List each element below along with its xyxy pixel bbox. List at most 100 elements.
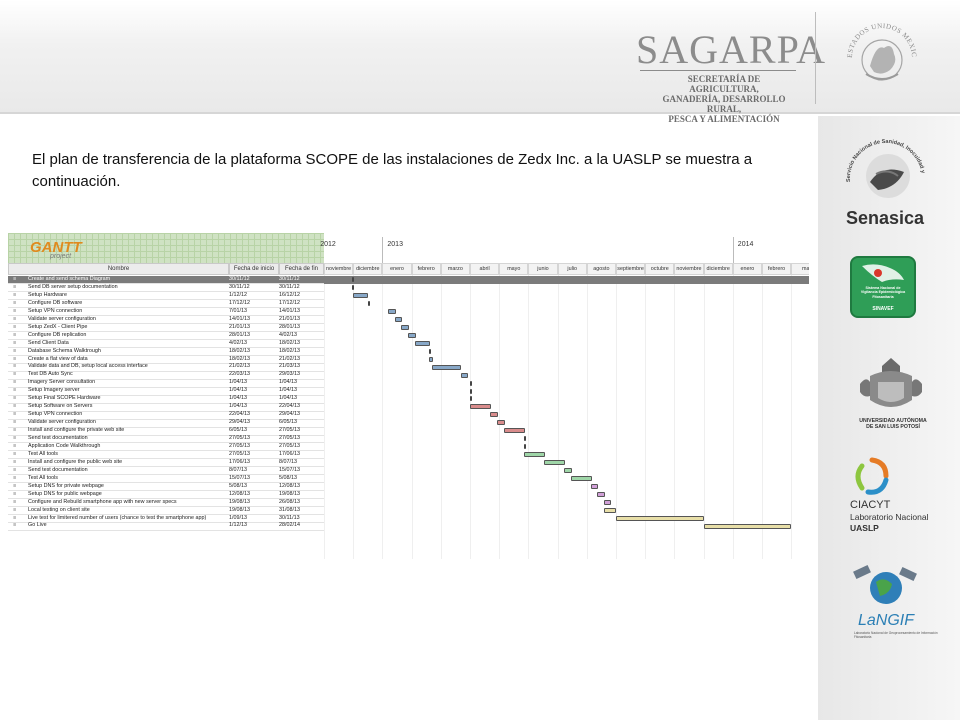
task-row[interactable]: ≡ Configure DB software 17/12/12 17/12/12 xyxy=(8,300,809,308)
task-bar[interactable] xyxy=(470,396,472,402)
task-row[interactable]: ≡ Local testing on client site 19/08/13 31/… xyxy=(8,507,809,515)
task-bar[interactable] xyxy=(394,316,403,322)
drag-handle-icon[interactable]: ≡ xyxy=(13,307,17,314)
task-row[interactable]: ≡ Setup DNS for private webpage 5/08/13 12/… xyxy=(8,483,809,491)
task-bar[interactable] xyxy=(590,483,599,489)
drag-handle-icon[interactable]: ≡ xyxy=(13,299,17,306)
task-bar[interactable] xyxy=(414,340,431,346)
drag-handle-icon[interactable]: ≡ xyxy=(13,427,17,434)
drag-handle-icon[interactable]: ≡ xyxy=(13,411,17,418)
drag-handle-icon[interactable]: ≡ xyxy=(13,331,17,338)
drag-handle-icon[interactable]: ≡ xyxy=(13,466,17,473)
task-row[interactable]: ≡ Imagery Server consultation 1/04/13 1/04/… xyxy=(8,379,809,387)
column-header-name[interactable]: Nombre xyxy=(8,263,229,275)
task-row[interactable]: ≡ Create a flat view of data 18/02/13 21/02… xyxy=(8,356,809,364)
drag-handle-icon[interactable]: ≡ xyxy=(13,371,17,378)
task-row[interactable]: ≡ Install and configure the public web si… xyxy=(8,459,809,467)
task-bar[interactable] xyxy=(497,420,505,426)
task-bar[interactable] xyxy=(603,507,617,513)
drag-handle-icon[interactable]: ≡ xyxy=(13,387,17,394)
drag-handle-icon[interactable]: ≡ xyxy=(13,498,17,505)
drag-handle-icon[interactable]: ≡ xyxy=(13,363,17,370)
task-bar[interactable] xyxy=(543,460,566,466)
drag-handle-icon[interactable]: ≡ xyxy=(13,442,17,449)
task-bar[interactable] xyxy=(490,412,499,418)
task-bar[interactable] xyxy=(616,515,704,521)
task-row[interactable]: ≡ Create and send schema Diagram 30/11/12 3… xyxy=(8,276,809,284)
drag-handle-icon[interactable]: ≡ xyxy=(13,522,17,529)
task-start-date: 1/04/13 xyxy=(229,395,247,402)
task-row[interactable]: ≡ Database Schema Walktrough 18/02/13 18/02… xyxy=(8,348,809,356)
column-header-start[interactable]: Fecha de inicio xyxy=(229,263,279,275)
task-row[interactable]: ≡ Send Client Data 4/02/13 18/02/13 xyxy=(8,340,809,348)
drag-handle-icon[interactable]: ≡ xyxy=(13,450,17,457)
drag-handle-icon[interactable]: ≡ xyxy=(13,490,17,497)
task-row[interactable]: ≡ Test DB Auto Sync 22/03/13 29/03/13 xyxy=(8,371,809,379)
drag-handle-icon[interactable]: ≡ xyxy=(13,403,17,410)
task-row[interactable]: ≡ Configure and Rebuild smartphone app wi… xyxy=(8,499,809,507)
task-bar[interactable] xyxy=(352,285,355,291)
drag-handle-icon[interactable]: ≡ xyxy=(13,419,17,426)
drag-handle-icon[interactable]: ≡ xyxy=(13,315,17,322)
task-bar[interactable] xyxy=(523,452,545,458)
drag-handle-icon[interactable]: ≡ xyxy=(13,435,17,441)
task-row[interactable]: ≡ Test All tools 27/05/13 17/06/13 xyxy=(8,451,809,459)
task-row[interactable]: ≡ Send test documentation 27/05/13 27/05/13 xyxy=(8,435,809,443)
task-row[interactable]: ≡ Live test for limitered number of users… xyxy=(8,515,809,523)
task-row[interactable]: ≡ Install and configure the private web s… xyxy=(8,427,809,435)
task-bar[interactable] xyxy=(564,468,572,473)
task-bar[interactable] xyxy=(460,372,469,378)
task-row[interactable]: ≡ Setup VPN connection 22/04/13 29/04/13 xyxy=(8,411,809,419)
task-row[interactable]: ≡ Send test documentation 8/07/13 15/07/13 xyxy=(8,467,809,475)
task-bar[interactable] xyxy=(470,404,492,410)
task-bar[interactable] xyxy=(429,356,434,362)
task-bar[interactable] xyxy=(352,277,355,283)
task-bar[interactable] xyxy=(523,436,526,442)
task-row[interactable]: ≡ Setup Software on Servers 1/04/13 22/04/1… xyxy=(8,403,809,411)
task-row[interactable]: ≡ Validate server configuration 29/04/13 6/… xyxy=(8,419,809,427)
task-bar[interactable] xyxy=(429,348,432,354)
drag-handle-icon[interactable]: ≡ xyxy=(13,355,17,362)
task-row[interactable]: ≡ Setup DNS for public webpage 12/08/13 19/… xyxy=(8,491,809,499)
drag-handle-icon[interactable]: ≡ xyxy=(13,276,17,282)
drag-handle-icon[interactable]: ≡ xyxy=(13,506,17,513)
drag-handle-icon[interactable]: ≡ xyxy=(13,323,17,330)
task-bar[interactable] xyxy=(570,475,592,481)
task-row[interactable]: ≡ Setup Final SCOPE Hardware 1/04/13 1/04/1… xyxy=(8,395,809,403)
task-bar[interactable] xyxy=(432,364,461,370)
task-bar[interactable] xyxy=(401,324,409,330)
task-bar[interactable] xyxy=(407,332,416,338)
task-row[interactable]: ≡ Application Code Walkthrough 27/05/13 27/… xyxy=(8,443,809,451)
task-bar[interactable] xyxy=(388,309,396,314)
task-bar[interactable] xyxy=(353,293,369,299)
task-row[interactable]: ≡ Validate server configuration 14/01/13 21… xyxy=(8,316,809,324)
drag-handle-icon[interactable]: ≡ xyxy=(13,395,17,402)
task-row[interactable]: ≡ Setup VPN connection 7/01/13 14/01/13 xyxy=(8,308,809,316)
task-bar[interactable] xyxy=(470,380,472,386)
task-bar[interactable] xyxy=(603,499,612,505)
task-row[interactable]: ≡ Test All tools 15/07/13 5/08/13 xyxy=(8,475,809,483)
drag-handle-icon[interactable]: ≡ xyxy=(13,514,17,521)
task-bar[interactable] xyxy=(597,491,605,497)
drag-handle-icon[interactable]: ≡ xyxy=(13,379,17,386)
task-bar[interactable] xyxy=(503,428,525,434)
drag-handle-icon[interactable]: ≡ xyxy=(13,339,17,346)
task-row[interactable]: ≡ Setup Hardware 1/12/12 16/12/12 xyxy=(8,292,809,300)
drag-handle-icon[interactable]: ≡ xyxy=(13,458,17,465)
task-bar[interactable] xyxy=(703,523,792,529)
task-row[interactable]: ≡ Setup Imagery server 1/04/13 1/04/13 xyxy=(8,387,809,395)
task-row[interactable]: ≡ Go Live 1/12/13 28/02/14 xyxy=(8,522,809,530)
drag-handle-icon[interactable]: ≡ xyxy=(13,291,17,298)
task-bar[interactable] xyxy=(368,301,371,307)
drag-handle-icon[interactable]: ≡ xyxy=(13,347,17,354)
task-bar[interactable] xyxy=(470,388,472,394)
task-row[interactable]: ≡ Configure DB replication 28/01/13 4/02/13 xyxy=(8,332,809,340)
drag-handle-icon[interactable]: ≡ xyxy=(13,474,17,481)
column-header-end[interactable]: Fecha de fin xyxy=(279,263,324,275)
drag-handle-icon[interactable]: ≡ xyxy=(13,482,17,489)
drag-handle-icon[interactable]: ≡ xyxy=(13,283,17,290)
task-row[interactable]: ≡ Send DB server setup documentation 30/11… xyxy=(8,284,809,292)
task-row[interactable]: ≡ Validate data and DB, setup local acces… xyxy=(8,363,809,371)
task-bar[interactable] xyxy=(523,444,526,450)
task-row[interactable]: ≡ Setup ZedX - Client Pipe 21/01/13 28/01/1… xyxy=(8,324,809,332)
